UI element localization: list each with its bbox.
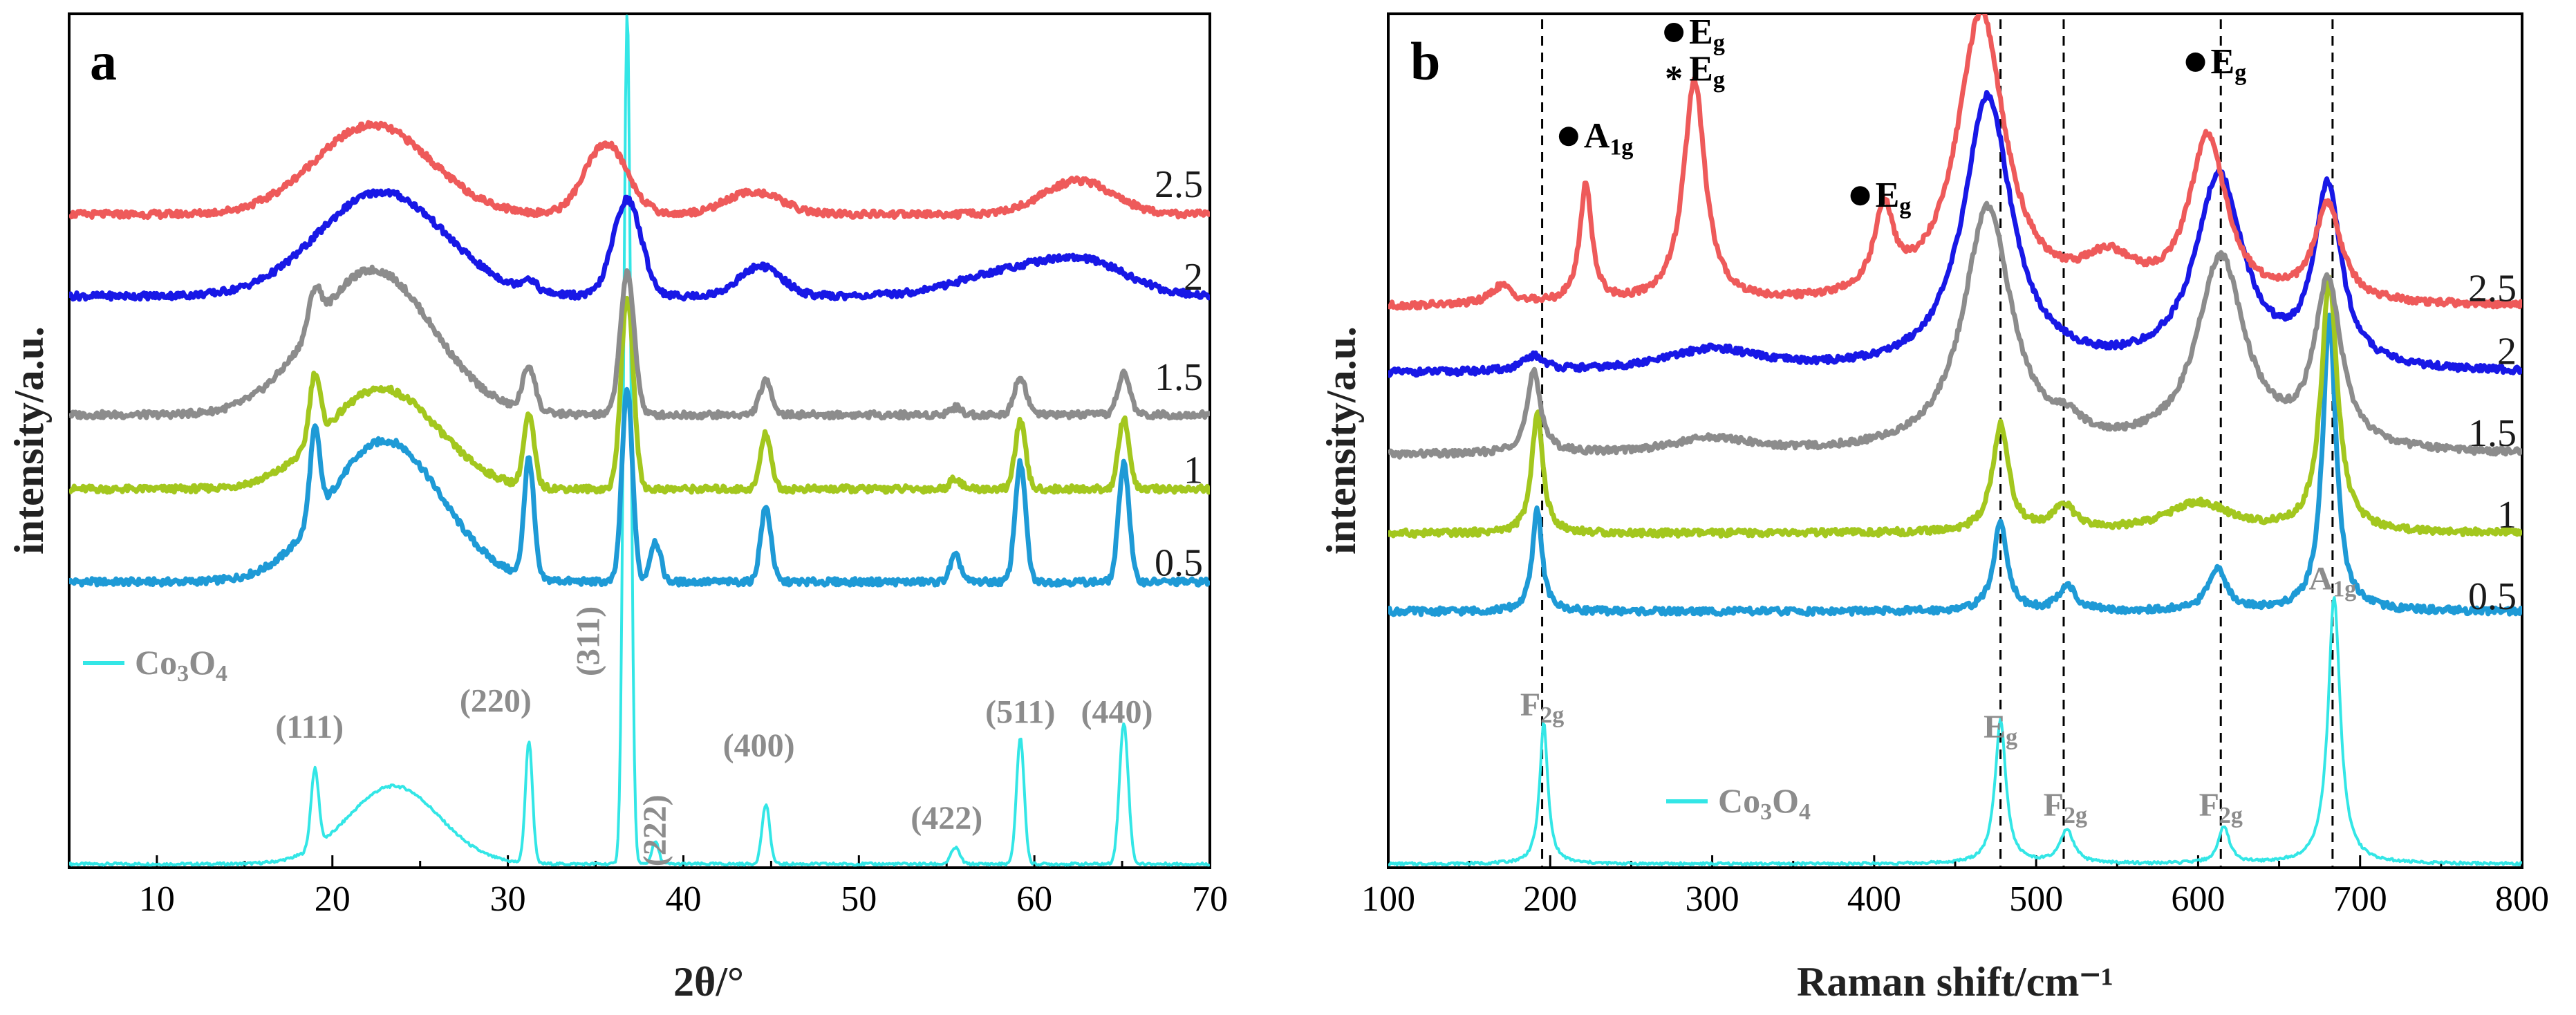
panel-a-xlabel: 2θ/° bbox=[673, 959, 744, 1005]
series-label: 2 bbox=[1184, 256, 1203, 299]
x-tick-label: 100 bbox=[1361, 879, 1415, 919]
peak-annotation: (440) bbox=[1081, 694, 1152, 731]
mode-label-reference: Eg bbox=[1984, 709, 2017, 750]
mode-label-reference: A1g bbox=[2309, 560, 2357, 602]
x-tick-label: 200 bbox=[1523, 879, 1577, 919]
mode-label-sample: Eg bbox=[2211, 42, 2247, 86]
peak-annotation: (220) bbox=[460, 682, 532, 719]
series-line-1 bbox=[69, 295, 1210, 495]
peak-annotation: (311) bbox=[570, 606, 607, 676]
series-line-2 bbox=[69, 188, 1210, 302]
series-line-1.5 bbox=[1388, 201, 2522, 460]
series-label: 0.5 bbox=[1155, 542, 1203, 585]
x-tick-label: 50 bbox=[841, 879, 877, 919]
series-line-2 bbox=[1388, 90, 2522, 378]
series-line-1.5 bbox=[69, 264, 1210, 421]
mode-label-sample: Eg bbox=[1689, 12, 1725, 56]
x-tick-label: 300 bbox=[1686, 879, 1739, 919]
x-tick-label: 800 bbox=[2495, 879, 2549, 919]
series-line-2.5 bbox=[1388, 14, 2522, 311]
series-line-2.5 bbox=[69, 120, 1210, 221]
panel-a-label: a bbox=[90, 31, 117, 91]
x-tick-label: 400 bbox=[1847, 879, 1901, 919]
panel-a-ylabel: intensity/a.u. bbox=[6, 326, 52, 555]
peak-annotation: (422) bbox=[911, 800, 982, 837]
x-tick-label: 600 bbox=[2171, 879, 2225, 919]
x-tick-label: 10 bbox=[139, 879, 175, 919]
series-label: 0.5 bbox=[2468, 575, 2517, 618]
legend-label: Co3O4 bbox=[1718, 781, 1811, 825]
peak-annotation: (511) bbox=[985, 694, 1055, 731]
x-tick-label: 60 bbox=[1016, 879, 1052, 919]
series-line-Co3O4 bbox=[1388, 596, 2522, 867]
mode-label-reference: F2g bbox=[2199, 787, 2243, 828]
mode-label-reference: F2g bbox=[2044, 787, 2087, 828]
peak-annotation: (222) bbox=[637, 794, 673, 866]
series-label: 1 bbox=[2497, 494, 2517, 537]
series-line-Co3O4 bbox=[69, 15, 1210, 867]
peak-annotation: (400) bbox=[723, 727, 795, 764]
star-marker: * bbox=[1665, 59, 1683, 99]
x-tick-label: 40 bbox=[665, 879, 701, 919]
series-line-0.5 bbox=[69, 387, 1210, 588]
panel-a-frame bbox=[68, 12, 1211, 869]
series-line-1 bbox=[1388, 274, 2522, 539]
series-label: 1.5 bbox=[1155, 356, 1203, 399]
x-tick-label: 30 bbox=[490, 879, 526, 919]
dot-marker bbox=[1850, 186, 1870, 206]
mode-label-sample: A1g bbox=[1584, 116, 1634, 160]
x-tick-label: 20 bbox=[315, 879, 351, 919]
panel-b-chart: b Raman shift/cm⁻¹ intensity/a.u. 100 200… bbox=[1318, 12, 2549, 1005]
dot-marker bbox=[1558, 127, 1578, 147]
panel-a-chart: a 2θ/° intensity/a.u. 10 20 30 40 50 60 70 2.5 2… bbox=[6, 12, 1228, 1005]
x-tick-label: 700 bbox=[2333, 879, 2387, 919]
series-label: 1.5 bbox=[2468, 412, 2517, 455]
panel-b-label: b bbox=[1410, 31, 1440, 91]
series-label: 1 bbox=[1184, 449, 1203, 492]
dot-marker bbox=[2185, 52, 2205, 72]
panel-b-xlabel: Raman shift/cm⁻¹ bbox=[1797, 959, 2113, 1005]
mode-label-reference: F2g bbox=[1520, 687, 1564, 728]
x-tick-label: 70 bbox=[1192, 879, 1228, 919]
mode-label-sample: Eg bbox=[1689, 50, 1725, 93]
panel-b-ylabel: intensity/a.u. bbox=[1318, 326, 1364, 555]
series-label: 2.5 bbox=[1155, 163, 1203, 206]
dot-marker bbox=[1664, 22, 1684, 42]
legend-label: Co3O4 bbox=[135, 643, 227, 687]
mode-label-sample: Eg bbox=[1876, 176, 1912, 219]
x-tick-label: 500 bbox=[2009, 879, 2063, 919]
series-line-0.5 bbox=[1388, 313, 2522, 617]
series-label: 2 bbox=[2497, 330, 2517, 373]
series-label: 2.5 bbox=[2468, 267, 2517, 310]
peak-annotation: (111) bbox=[275, 709, 344, 745]
